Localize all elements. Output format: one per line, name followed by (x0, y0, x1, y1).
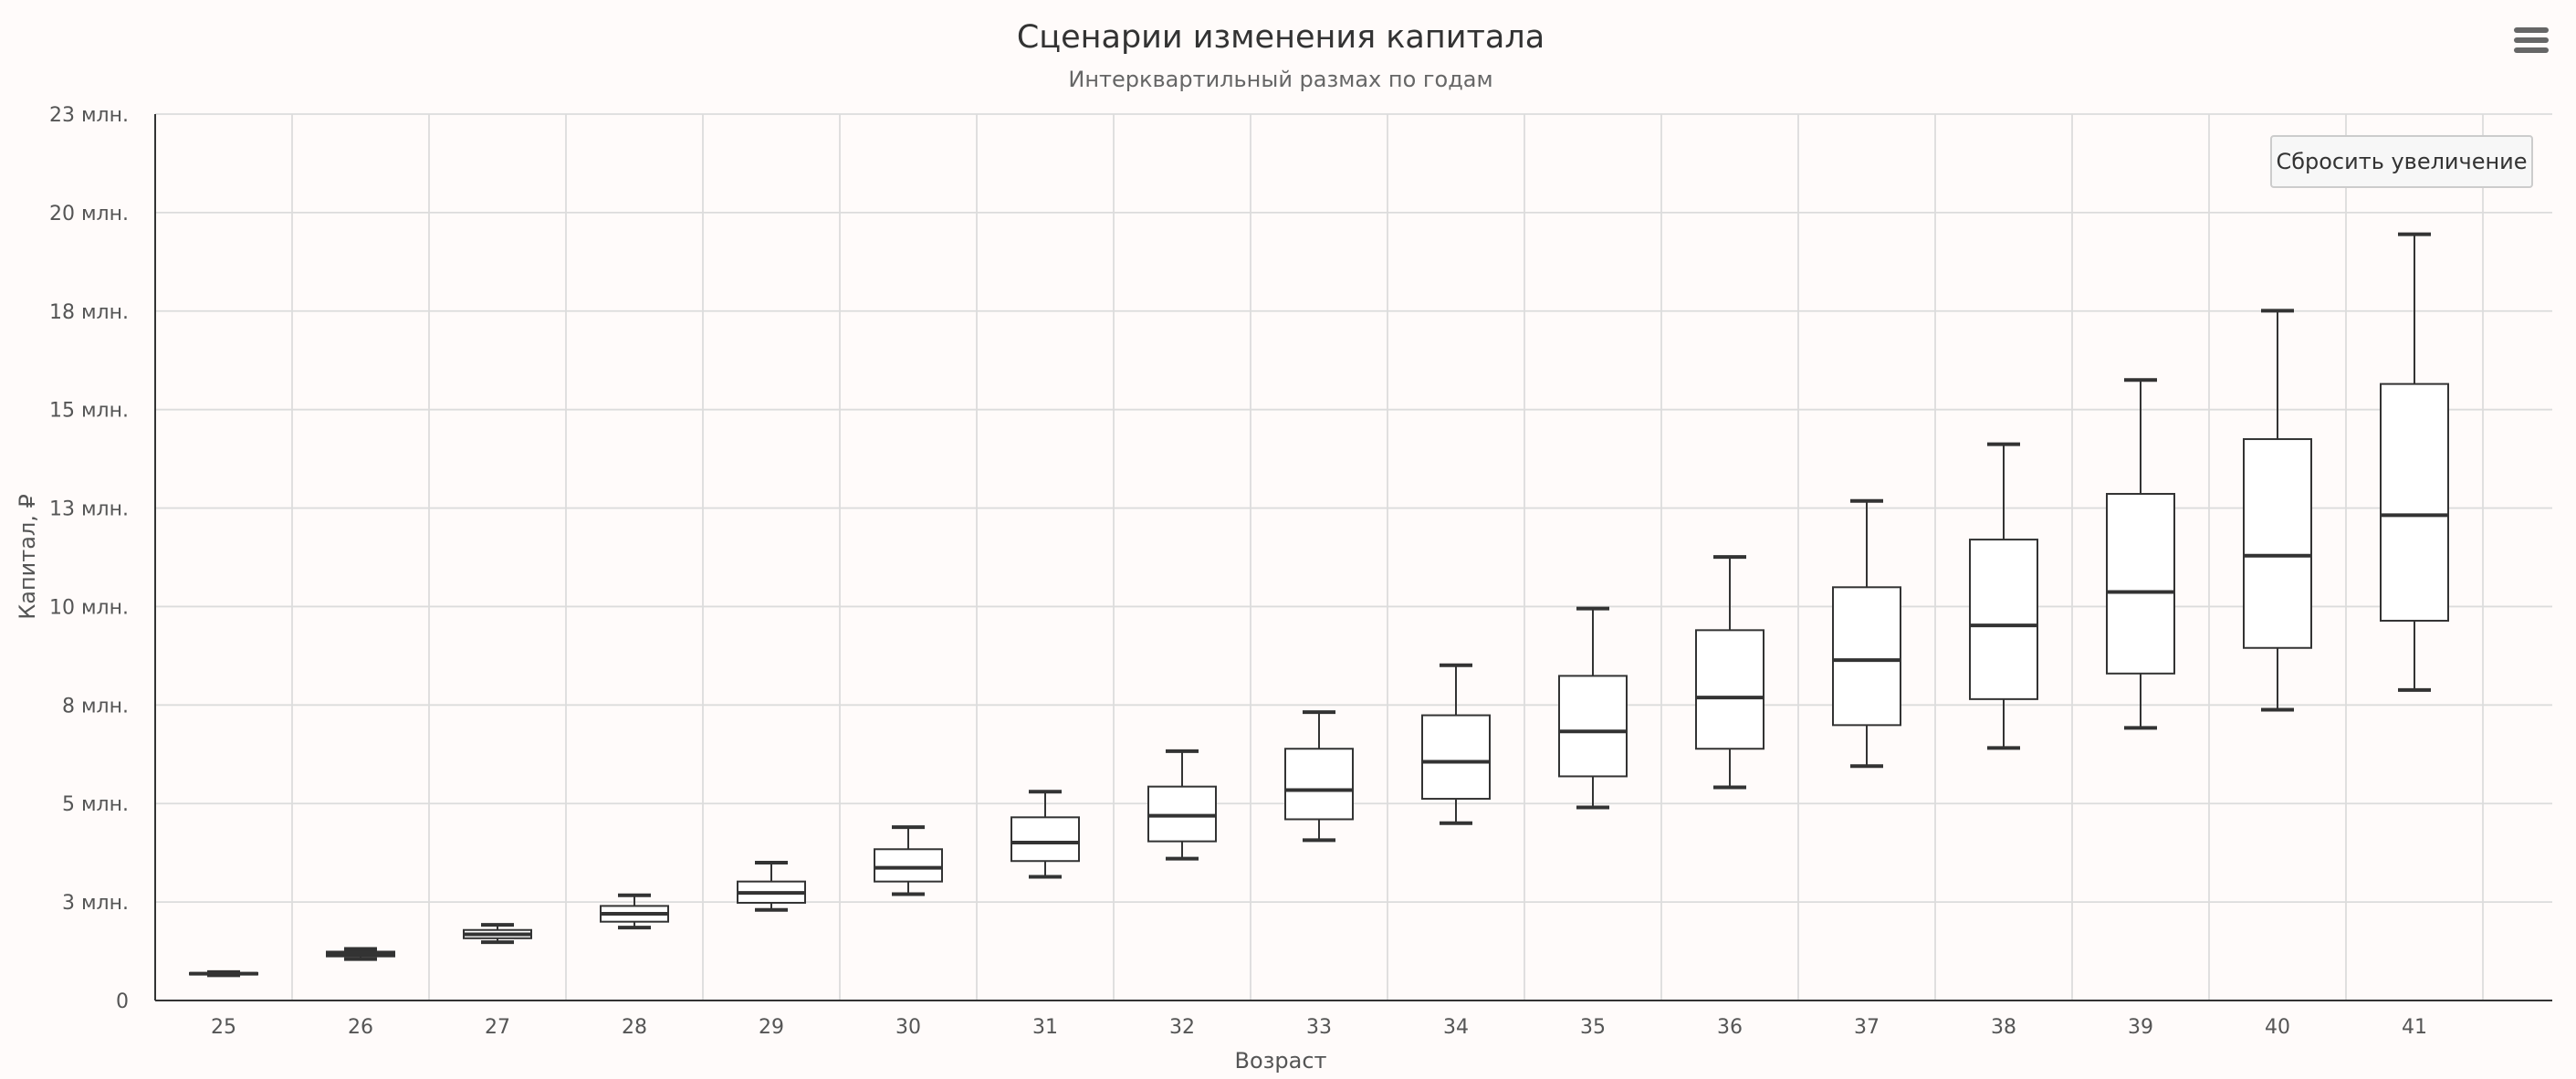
x-tick-label: 41 (2402, 1016, 2427, 1039)
box-item (326, 947, 395, 961)
x-tick-label: 35 (1580, 1016, 1606, 1039)
iqr-box (1695, 629, 1764, 750)
box-item (600, 893, 669, 930)
x-tick-label: 31 (1032, 1016, 1058, 1039)
x-tick-label: 25 (211, 1016, 236, 1039)
y-tick-label: 13 млн. (49, 498, 129, 521)
x-tick-label: 39 (2128, 1016, 2153, 1039)
box-item (1558, 606, 1628, 810)
y-gridlines (155, 113, 2552, 904)
iqr-box (2106, 493, 2175, 675)
x-tick-label: 40 (2265, 1016, 2290, 1039)
x-tick-label: 29 (759, 1016, 784, 1039)
iqr-box (1558, 675, 1628, 778)
box-item (2243, 309, 2312, 712)
x-tick-label: 32 (1169, 1016, 1195, 1039)
box-item (1284, 710, 1354, 843)
y-tick-labels: 0 3 млн. 5 млн. 8 млн. 10 млн. 13 млн. 15 млн.… (49, 104, 129, 1013)
x-tick-label: 37 (1854, 1016, 1880, 1039)
box-item (2380, 232, 2449, 692)
iqr-box (874, 848, 943, 883)
x-axis-title: Возраст (1234, 1048, 1326, 1074)
y-tick-label: 0 (116, 990, 129, 1013)
box-item (463, 923, 532, 945)
box-item (189, 969, 258, 978)
x-tick-label: 26 (348, 1016, 373, 1039)
box-item (1421, 663, 1491, 825)
x-tick-label: 33 (1306, 1016, 1332, 1039)
x-tick-labels: 25 26 27 28 29 30 31 32 33 34 35 36 37 38 39 40 41 (211, 1016, 2427, 1039)
y-tick-label: 8 млн. (62, 695, 129, 718)
x-tick-label: 38 (1991, 1016, 2016, 1039)
x-gridlines (291, 114, 2484, 1000)
box-item (874, 825, 943, 896)
chart-title: Сценарии изменения капитала (1017, 19, 1545, 56)
iqr-box (1969, 539, 2038, 700)
iqr-box (1011, 816, 1080, 863)
y-tick-label: 3 млн. (62, 892, 129, 915)
y-tick-label: 23 млн. (49, 104, 129, 127)
iqr-box (1832, 586, 1901, 727)
iqr-box (2380, 382, 2449, 622)
box-item (1832, 498, 1901, 769)
x-tick-label: 36 (1717, 1016, 1743, 1039)
box-item (2106, 378, 2175, 730)
box-item (1011, 790, 1080, 879)
iqr-box (1284, 748, 1354, 821)
iqr-box (1421, 714, 1491, 801)
box-item (737, 860, 806, 912)
x-tick-label: 27 (485, 1016, 510, 1039)
hamburger-menu-icon[interactable] (2514, 27, 2549, 58)
x-tick-label: 30 (895, 1016, 921, 1039)
y-tick-label: 5 млн. (62, 793, 129, 816)
y-axis-title: Капитал, ₽ (15, 494, 40, 620)
y-tick-label: 15 млн. (49, 400, 129, 423)
iqr-box (2243, 438, 2312, 649)
box-item (1695, 555, 1764, 790)
box-item (1969, 442, 2038, 750)
x-tick-label: 28 (622, 1016, 647, 1039)
y-tick-label: 18 млн. (49, 301, 129, 324)
x-tick-label: 34 (1443, 1016, 1469, 1039)
chart-subtitle: Интерквартильный размах по годам (1068, 67, 1492, 92)
box-item (1147, 749, 1217, 861)
y-tick-label: 10 млн. (49, 596, 129, 619)
y-tick-label: 20 млн. (49, 203, 129, 225)
reset-zoom-button[interactable]: Сбросить увеличение (2270, 135, 2533, 188)
box-series (189, 232, 2449, 978)
